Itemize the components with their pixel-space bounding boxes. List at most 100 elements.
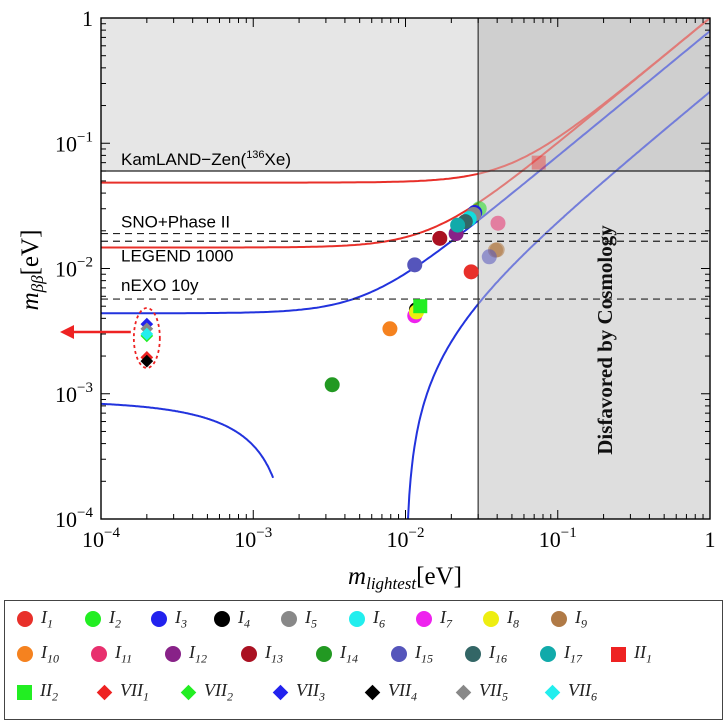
legend-marker-circle: [85, 611, 101, 627]
legend-item: I12: [165, 639, 207, 669]
legend-marker-circle: [91, 646, 107, 662]
legend-marker-circle: [151, 611, 167, 627]
legend-marker-circle: [165, 646, 181, 662]
limit-label: LEGEND 1000: [121, 246, 233, 265]
legend-marker-diamond: [455, 684, 472, 700]
limit-name: LEGEND 1000: [121, 246, 233, 265]
legend-marker-circle: [17, 611, 33, 627]
legend-label: I2: [109, 606, 121, 631]
legend-marker-circle: [241, 646, 257, 662]
point-I_1: [463, 264, 479, 280]
arrow-head: [60, 324, 74, 339]
no-lower-left-curve: [101, 402, 275, 479]
legend-item: I13: [241, 639, 283, 669]
legend-label: I9: [575, 606, 587, 631]
point-I_10: [382, 321, 398, 337]
y-tick-label: 10−1: [55, 129, 93, 156]
legend-label: VII5: [479, 679, 508, 704]
legend-marker-circle: [465, 646, 481, 662]
legend-label: I6: [373, 606, 385, 631]
point-VII_6: [140, 327, 154, 341]
plot-frame: [100, 17, 711, 520]
x-tick-label: 10−4: [82, 525, 120, 552]
legend-marker-circle: [281, 611, 297, 627]
point-I_17: [450, 217, 466, 233]
legend-marker-circle: [551, 611, 567, 627]
legend-label: I13: [265, 641, 283, 666]
legend-label: VII6: [568, 679, 597, 704]
legend-label: I4: [238, 606, 250, 631]
legend-label: I14: [340, 641, 358, 666]
limit-label: KamLAND−Zen(136Xe): [121, 149, 291, 169]
legend-label: VII3: [296, 679, 325, 704]
overlap-region: [478, 18, 710, 172]
legend-item: I6: [349, 604, 385, 634]
legend-item: I15: [391, 639, 433, 669]
limit-label: nEXO 10y: [121, 276, 199, 295]
legend-marker-square: [611, 646, 626, 662]
no-upper-curve: [101, 30, 710, 315]
limit-name: SNO+Phase II: [121, 213, 230, 232]
legend-label: I7: [440, 606, 452, 631]
y-tick-label: 10−4: [55, 505, 93, 532]
legend-marker-diamond: [272, 684, 289, 700]
point-I_15: [407, 257, 423, 273]
legend-label: VII4: [388, 679, 417, 704]
legend-label: I3: [175, 606, 187, 631]
x-tick-label: 10−2: [387, 525, 425, 552]
legend-item: II1: [611, 639, 652, 669]
legend-marker-circle: [17, 646, 33, 662]
x-axis-title: mlightest[eV]: [348, 563, 462, 593]
legend-item: I1: [17, 604, 53, 634]
legend-marker-square: [17, 684, 32, 700]
vii-ellipse: [132, 307, 161, 369]
legend-item: I16: [465, 639, 507, 669]
x-tick-label: 10−3: [234, 525, 272, 552]
legend-item: VII3: [272, 677, 325, 707]
cosmology-dim: [478, 18, 710, 519]
legend-item: VII6: [544, 677, 597, 707]
limit-name: nEXO 10y: [121, 276, 199, 295]
legend-item: I7: [416, 604, 452, 634]
point-II_1: [531, 155, 546, 170]
point-I_15: [481, 249, 497, 265]
legend-label: I15: [415, 641, 433, 666]
neutrino-mass-chart: KamLAND−Zen(136Xe) SNO+Phase II LEGEND 100…: [17, 6, 716, 593]
y-tick-label: 1: [82, 6, 93, 31]
legend-marker-circle: [483, 611, 499, 627]
legend-label: I10: [41, 641, 59, 666]
io-lower-curve: [101, 18, 710, 249]
x-tick-label: 1: [705, 527, 716, 552]
limit-suffix: Xe): [265, 150, 291, 169]
point-II_2: [413, 299, 428, 314]
legend-label: II2: [40, 679, 58, 704]
legend-label: I17: [564, 641, 582, 666]
legend-item: I4: [214, 604, 250, 634]
legend-item: VII4: [364, 677, 417, 707]
legend-label: I16: [489, 641, 507, 666]
legend-item: I14: [316, 639, 358, 669]
legend-item: I10: [17, 639, 59, 669]
limit-name: KamLAND−Zen(: [121, 150, 247, 169]
legend-label: I5: [305, 606, 317, 631]
legend-item: I2: [85, 604, 121, 634]
legend-marker-circle: [391, 646, 407, 662]
legend-label: I11: [115, 641, 133, 666]
legend-label: VII1: [120, 679, 149, 704]
legend-marker-diamond: [96, 684, 113, 700]
legend-item: I3: [151, 604, 187, 634]
legend-marker-diamond: [180, 684, 197, 700]
x-tick-label: 10−1: [539, 525, 577, 552]
cosmology-label: Disfavored by Cosmology: [593, 225, 617, 455]
legend-item: VII2: [180, 677, 233, 707]
y-tick-label: 10−3: [55, 380, 93, 407]
y-axis-title: mββ[eV]: [17, 230, 47, 311]
legend-marker-circle: [416, 611, 432, 627]
legend-label: I8: [507, 606, 519, 631]
y-tick-label: 10−2: [55, 255, 93, 282]
point-VII_4: [140, 354, 154, 368]
legend-marker-circle: [349, 611, 365, 627]
legend-item: I11: [91, 639, 132, 669]
legend-marker-circle: [214, 611, 230, 627]
point-I_13: [432, 230, 448, 246]
